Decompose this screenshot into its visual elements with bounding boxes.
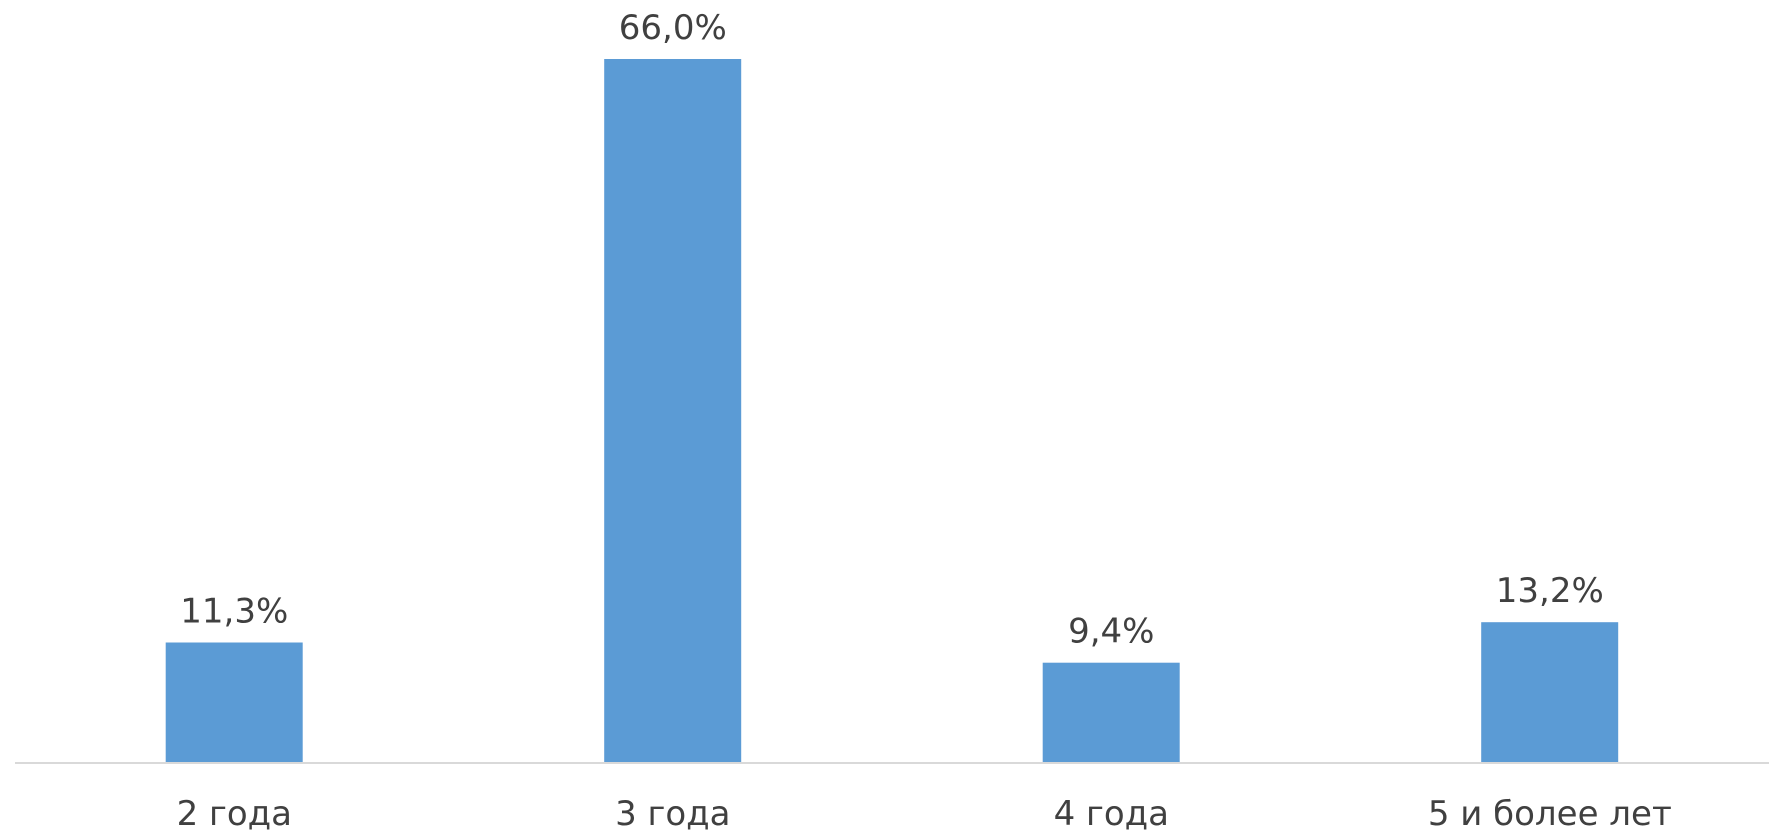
category-labels-group: 2 года 3 года 4 года 5 и более лет <box>177 794 1672 830</box>
category-label: 2 года <box>177 794 292 830</box>
bar <box>1481 622 1619 763</box>
bars-group <box>165 59 1619 763</box>
category-label: 5 и более лет <box>1428 794 1672 830</box>
bar <box>165 642 303 763</box>
data-label: 9,4% <box>1068 612 1154 652</box>
bar <box>604 59 742 763</box>
category-label: 3 года <box>615 794 730 830</box>
data-label: 13,2% <box>1496 571 1604 611</box>
category-label: 4 года <box>1054 794 1169 830</box>
data-label: 66,0% <box>619 8 727 48</box>
bar <box>1042 662 1180 763</box>
data-labels-group: 11,3% 66,0% 9,4% 13,2% <box>180 8 1604 652</box>
data-label: 11,3% <box>180 592 288 632</box>
